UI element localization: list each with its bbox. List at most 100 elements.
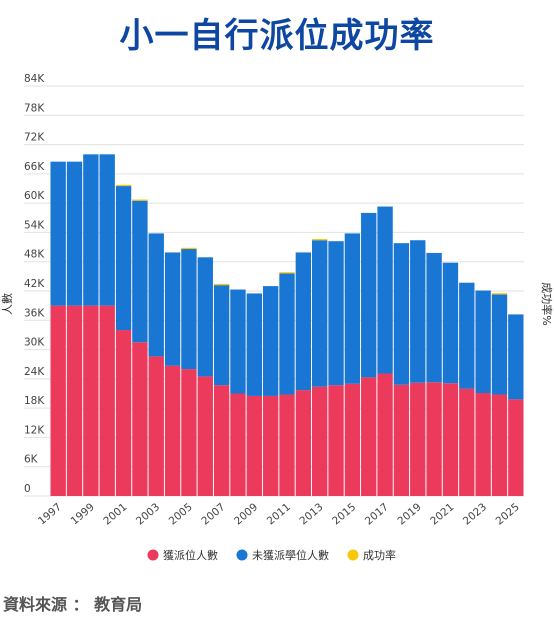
y-tick-label: 36K (24, 307, 45, 319)
bar-2007-未獲派學位人數 (213, 285, 230, 386)
bar-2021-未獲派學位人數 (442, 262, 459, 384)
bar-2022-未獲派學位人數 (459, 282, 475, 389)
bar-2003-獲派位人數 (148, 356, 164, 496)
bar-2013-未獲派學位人數 (312, 240, 328, 387)
x-tick-label: 2013 (297, 501, 325, 527)
bar-2007-成功率 (213, 283, 230, 286)
bar-2014-獲派位人數 (328, 385, 344, 496)
bar-2016-獲派位人數 (361, 377, 377, 496)
chart-title: 小一自行派位成功率 (119, 16, 435, 56)
bar-2009-獲派位人數 (246, 395, 262, 496)
bar-2005-未獲派學位人數 (181, 249, 197, 370)
x-tick-label: 2025 (494, 501, 522, 527)
y-tick-label: 12K (24, 424, 45, 436)
bar-2007-獲派位人數 (213, 385, 230, 496)
bar-2005-成功率 (181, 247, 197, 250)
bar-2012-獲派位人數 (295, 390, 312, 496)
legend-item[interactable]: 成功率 (347, 548, 397, 562)
bar-2023-未獲派學位人數 (475, 290, 491, 394)
y-tick-label: 30K (24, 337, 45, 349)
legend-item[interactable]: 未獲派學位人數 (236, 548, 330, 562)
bars (50, 154, 524, 496)
x-tick-label: 2003 (134, 501, 162, 527)
y-axis-title: 人數 (1, 293, 14, 315)
bar-2014-未獲派學位人數 (328, 241, 344, 386)
bar-2025-未獲派學位人數 (508, 314, 524, 400)
x-tick-label: 2017 (363, 501, 391, 527)
x-tick-label: 2005 (167, 501, 195, 527)
y-tick-label: 6K (24, 454, 39, 466)
bar-2001-成功率 (115, 184, 132, 187)
y-tick-label: 24K (24, 366, 45, 378)
bar-2001-獲派位人數 (115, 330, 132, 496)
y-tick-label: 66K (24, 161, 45, 173)
bar-2004-未獲派學位人數 (164, 252, 181, 366)
bar-1997-未獲派學位人數 (50, 161, 66, 306)
bar-2010-未獲派學位人數 (262, 286, 279, 396)
x-tick-label: 1997 (36, 501, 64, 527)
bar-2024-未獲派學位人數 (491, 294, 508, 395)
x-axis-tick-labels: 1997 1999 2001 2003 2005 2007 2009 2011 2013 2015… (36, 501, 522, 527)
legend-swatch (147, 549, 159, 561)
legend: 獲派位人數 未獲派學位人數 成功率 (147, 548, 397, 562)
bar-2011-獲派位人數 (279, 394, 295, 496)
bar-2008-獲派位人數 (230, 393, 246, 496)
bar-1999-獲派位人數 (83, 305, 99, 496)
bar-2002-獲派位人數 (132, 342, 148, 496)
bar-2000-獲派位人數 (99, 305, 115, 496)
bar-2006-獲派位人數 (197, 376, 213, 496)
legend-swatch (236, 549, 248, 561)
y-tick-label: 60K (24, 190, 45, 202)
bar-2006-未獲派學位人數 (197, 257, 213, 377)
y-tick-label: 48K (24, 249, 45, 261)
y-tick-label: 18K (24, 395, 45, 407)
y2-axis-title: 成功率% (540, 282, 554, 325)
bar-2023-獲派位人數 (475, 393, 491, 496)
bar-2024-獲派位人數 (491, 394, 508, 496)
bar-2019-獲派位人數 (410, 382, 426, 496)
bar-2017-獲派位人數 (377, 373, 393, 496)
bar-2018-獲派位人數 (393, 384, 410, 496)
y-tick-label: 42K (24, 278, 45, 290)
bar-2000-未獲派學位人數 (99, 154, 115, 306)
x-tick-label: 2011 (265, 501, 293, 527)
y-tick-label: 84K (24, 73, 45, 85)
y-tick-label: 78K (24, 102, 45, 114)
bar-2003-未獲派學位人數 (148, 233, 164, 357)
x-tick-label: 2001 (101, 501, 129, 527)
bar-2025-獲派位人數 (508, 399, 524, 496)
x-tick-label: 2015 (330, 501, 358, 527)
legend-item[interactable]: 獲派位人數 (147, 548, 219, 562)
bar-2013-獲派位人數 (312, 386, 328, 496)
bar-2004-獲派位人數 (164, 365, 181, 496)
bar-2008-未獲派學位人數 (230, 289, 246, 394)
bar-2002-未獲派學位人數 (132, 200, 148, 343)
legend-label: 未獲派學位人數 (252, 548, 329, 562)
stacked-bar-chart: 0 6K 12K 18K 24K 30K 36K 42K 48K 54K 60K 66K 72K 78K 8… (1, 73, 554, 562)
bar-2024-成功率 (491, 293, 508, 295)
bar-1998-獲派位人數 (66, 305, 83, 496)
bar-2015-未獲派學位人數 (344, 233, 361, 384)
x-tick-label: 2007 (199, 501, 227, 527)
x-tick-label: 2019 (395, 501, 423, 527)
bar-2005-獲派位人數 (181, 369, 197, 496)
bar-2002-成功率 (132, 199, 148, 201)
legend-swatch (347, 549, 359, 561)
bar-1998-未獲派學位人數 (66, 161, 83, 306)
bar-2013-成功率 (312, 239, 328, 241)
bar-2020-獲派位人數 (426, 382, 442, 496)
bar-2011-未獲派學位人數 (279, 273, 295, 395)
y-axis-tick-labels: 0 6K 12K 18K 24K 30K 36K 42K 48K 54K 60K 66K 72K 78K 8… (24, 73, 45, 495)
bar-2020-未獲派學位人數 (426, 252, 442, 383)
bar-2019-未獲派學位人數 (410, 240, 426, 383)
bar-2010-獲派位人數 (262, 395, 279, 496)
bar-2001-未獲派學位人數 (115, 186, 132, 331)
source-note: 資料來源 ： 教育局 (3, 595, 143, 614)
y-tick-label: 0 (24, 483, 31, 495)
x-tick-label: 2023 (461, 501, 489, 527)
bar-2012-未獲派學位人數 (295, 252, 312, 391)
x-tick-label: 1999 (69, 501, 97, 527)
bar-2016-未獲派學位人數 (361, 212, 377, 378)
bar-2018-未獲派學位人數 (393, 243, 410, 385)
legend-label: 成功率 (363, 548, 396, 562)
